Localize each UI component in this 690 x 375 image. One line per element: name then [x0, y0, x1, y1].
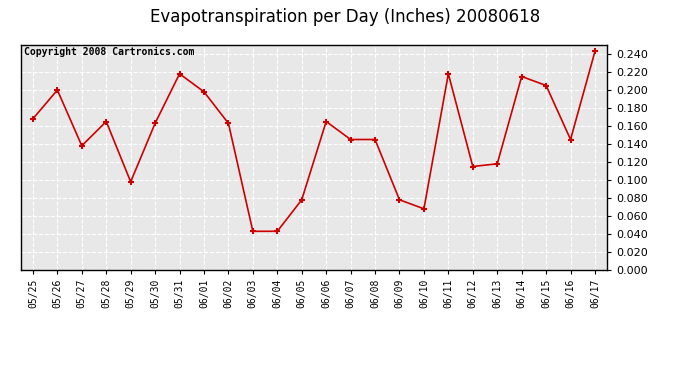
Text: Copyright 2008 Cartronics.com: Copyright 2008 Cartronics.com [23, 47, 194, 57]
Text: Evapotranspiration per Day (Inches) 20080618: Evapotranspiration per Day (Inches) 2008… [150, 8, 540, 26]
